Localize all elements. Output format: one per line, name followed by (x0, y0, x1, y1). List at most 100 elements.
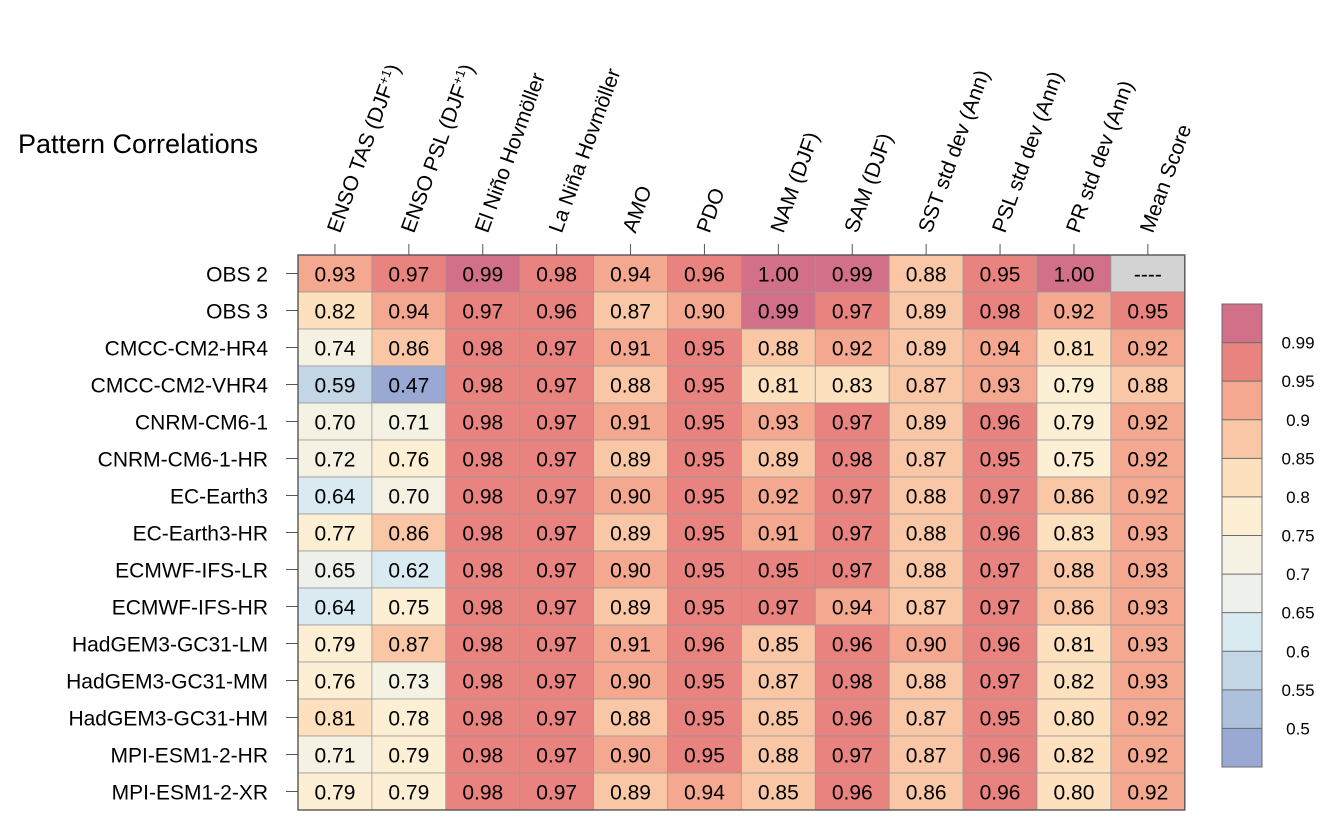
cell-value-label: 0.96 (684, 264, 725, 287)
heatmap-cell (519, 735, 595, 774)
heatmap-cell (1036, 772, 1112, 811)
heatmap-cell (297, 624, 373, 663)
heatmap-cell (888, 698, 964, 737)
heatmap-cell (371, 661, 447, 700)
cell-value-label: 0.95 (684, 375, 725, 398)
cell-value-label: 0.99 (758, 301, 799, 324)
cell-value-label: 0.98 (462, 671, 503, 694)
column-label: El Niño Hovmöller (471, 70, 550, 236)
heatmap-cell (297, 291, 373, 330)
heatmap-cell (519, 513, 595, 552)
heatmap-cell (593, 624, 668, 663)
cell-value-label: 0.77 (315, 523, 356, 546)
heatmap-cell (593, 254, 668, 293)
row-label: HadGEM3-GC31-HM (68, 708, 268, 731)
cell-value-label: 0.97 (980, 671, 1021, 694)
heatmap-cell (814, 254, 890, 293)
heatmap-cell (1036, 476, 1112, 515)
row-label: EC-Earth3 (170, 486, 268, 509)
cell-value-label: 0.75 (1054, 449, 1095, 472)
cell-value-label: 0.88 (758, 338, 799, 361)
heatmap-cell (593, 661, 668, 700)
cell-value-label: 0.59 (315, 375, 356, 398)
heatmap-cell (741, 772, 816, 811)
column-label: La Niña Hovmöller (545, 66, 626, 236)
cell-value-label: 0.82 (1054, 671, 1095, 694)
cell-value-label: 0.85 (758, 708, 799, 731)
heatmap-cell (741, 513, 816, 552)
column-label: SAM (DJF) (840, 130, 897, 235)
heatmap-cell (814, 772, 890, 811)
column-label: SST std dev (Ann) (914, 67, 994, 236)
cell-value-label: 0.97 (536, 634, 577, 657)
heatmap-cell (445, 698, 521, 737)
colorbar-tick-label: 0.9 (1286, 411, 1310, 430)
heatmap-cell (593, 513, 668, 552)
heatmap-cells: 0.93 0.97 0.99 0.98 0.94 0.96 1.00 0.99 0.88 0.95… (297, 254, 1186, 811)
heatmap-cell (888, 624, 964, 663)
heatmap-cell (814, 624, 890, 663)
cell-value-label: 0.95 (684, 523, 725, 546)
column-label: ENSO TAS (DJF+1) (322, 61, 406, 236)
heatmap-cell (667, 735, 742, 774)
cell-value-label: 0.92 (832, 338, 873, 361)
colorbar-tick-label: 0.95 (1281, 372, 1314, 391)
cell-value-label: 0.91 (610, 338, 651, 361)
cell-value-label: 0.86 (388, 523, 429, 546)
colorbar-tick-label: 0.8 (1286, 488, 1310, 507)
heatmap-cell (741, 476, 816, 515)
cell-value-label: 0.92 (1127, 708, 1168, 731)
cell-value-label: 0.88 (1127, 375, 1168, 398)
cell-value-label: 0.96 (832, 634, 873, 657)
column-label: PDO (693, 185, 730, 236)
heatmap-cell (593, 328, 668, 367)
cell-value-label: 0.94 (610, 264, 651, 287)
heatmap-cell (741, 254, 816, 293)
heatmap-cell (888, 365, 964, 404)
cell-value-label: 0.93 (1127, 523, 1168, 546)
cell-value-label: 0.92 (1127, 782, 1168, 805)
heatmap-cell (1110, 698, 1186, 737)
cell-value-label: 0.97 (832, 745, 873, 768)
row-label: MPI-ESM1-2-HR (110, 745, 268, 768)
cell-value-label: 0.79 (388, 745, 429, 768)
heatmap-cell (371, 587, 447, 626)
heatmap-cell (741, 735, 816, 774)
cell-value-label: 0.96 (980, 745, 1021, 768)
cell-value-label: 0.88 (906, 486, 947, 509)
heatmap-cell (667, 698, 742, 737)
heatmap-cell (888, 513, 964, 552)
cell-value-label: 0.93 (1127, 671, 1168, 694)
cell-value-label: 0.98 (462, 338, 503, 361)
cell-value-label: 0.94 (980, 338, 1021, 361)
heatmap-cell (371, 698, 447, 737)
cell-value-label: 0.97 (536, 671, 577, 694)
heatmap-cell (962, 587, 1038, 626)
heatmap-cell (888, 476, 964, 515)
heatmap-cell (814, 402, 890, 441)
row-label: MPI-ESM1-2-XR (112, 782, 268, 805)
cell-value-label: 0.94 (684, 782, 725, 805)
cell-value-label: 0.89 (610, 523, 651, 546)
column-label: ENSO PSL (DJF+1) (396, 61, 480, 236)
cell-value-label: 0.62 (388, 560, 429, 583)
cell-value-label: 0.97 (832, 412, 873, 435)
cell-value-label: 0.97 (832, 486, 873, 509)
heatmap-cell (593, 402, 668, 441)
heatmap-cell (814, 291, 890, 330)
heatmap-cell (371, 439, 447, 478)
cell-value-label: 0.86 (1054, 597, 1095, 620)
cell-value-label: 0.65 (315, 560, 356, 583)
row-label: OBS 3 (206, 301, 268, 324)
cell-value-label: 0.97 (536, 486, 577, 509)
cell-value-label: 0.96 (684, 634, 725, 657)
heatmap-cell (962, 735, 1038, 774)
heatmap-cell (371, 328, 447, 367)
heatmap-cell (1110, 735, 1186, 774)
row-label: HadGEM3-GC31-MM (66, 671, 268, 694)
heatmap-cell (888, 254, 964, 293)
heatmap-cell (1110, 291, 1186, 330)
cell-value-label: 0.95 (684, 708, 725, 731)
cell-value-label: 0.47 (388, 375, 429, 398)
cell-value-label: 0.97 (980, 486, 1021, 509)
